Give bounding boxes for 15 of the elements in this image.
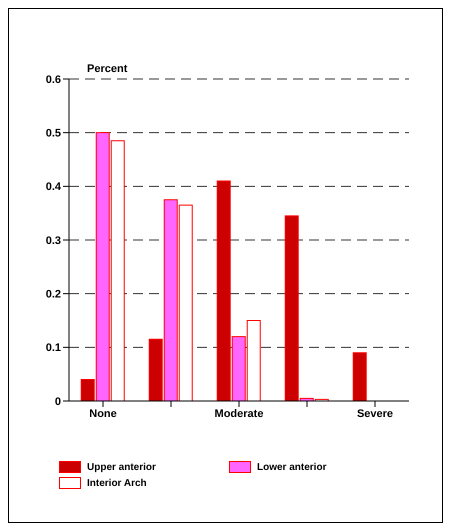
bar: [352, 352, 367, 401]
x-tick-label: Severe: [356, 408, 394, 420]
legend-label: Lower anterior: [257, 462, 326, 472]
legend-label: Upper anterior: [87, 462, 156, 472]
y-tick-label: 0.3: [46, 234, 61, 247]
y-tick-label: 0.5: [46, 128, 61, 140]
y-axis-title: Percent: [87, 63, 128, 75]
y-tick-label: 0.6: [46, 74, 61, 86]
y-tick-label: 0: [54, 396, 61, 408]
x-tick-label: Moderate: [214, 408, 264, 420]
y-tick-label: 0.2: [46, 288, 61, 301]
y-tick-label: 0.1: [46, 342, 61, 354]
y-tick-label: 0.4: [46, 181, 62, 194]
x-tick-label: None: [89, 408, 117, 420]
legend-label: Interior Arch: [87, 478, 147, 488]
